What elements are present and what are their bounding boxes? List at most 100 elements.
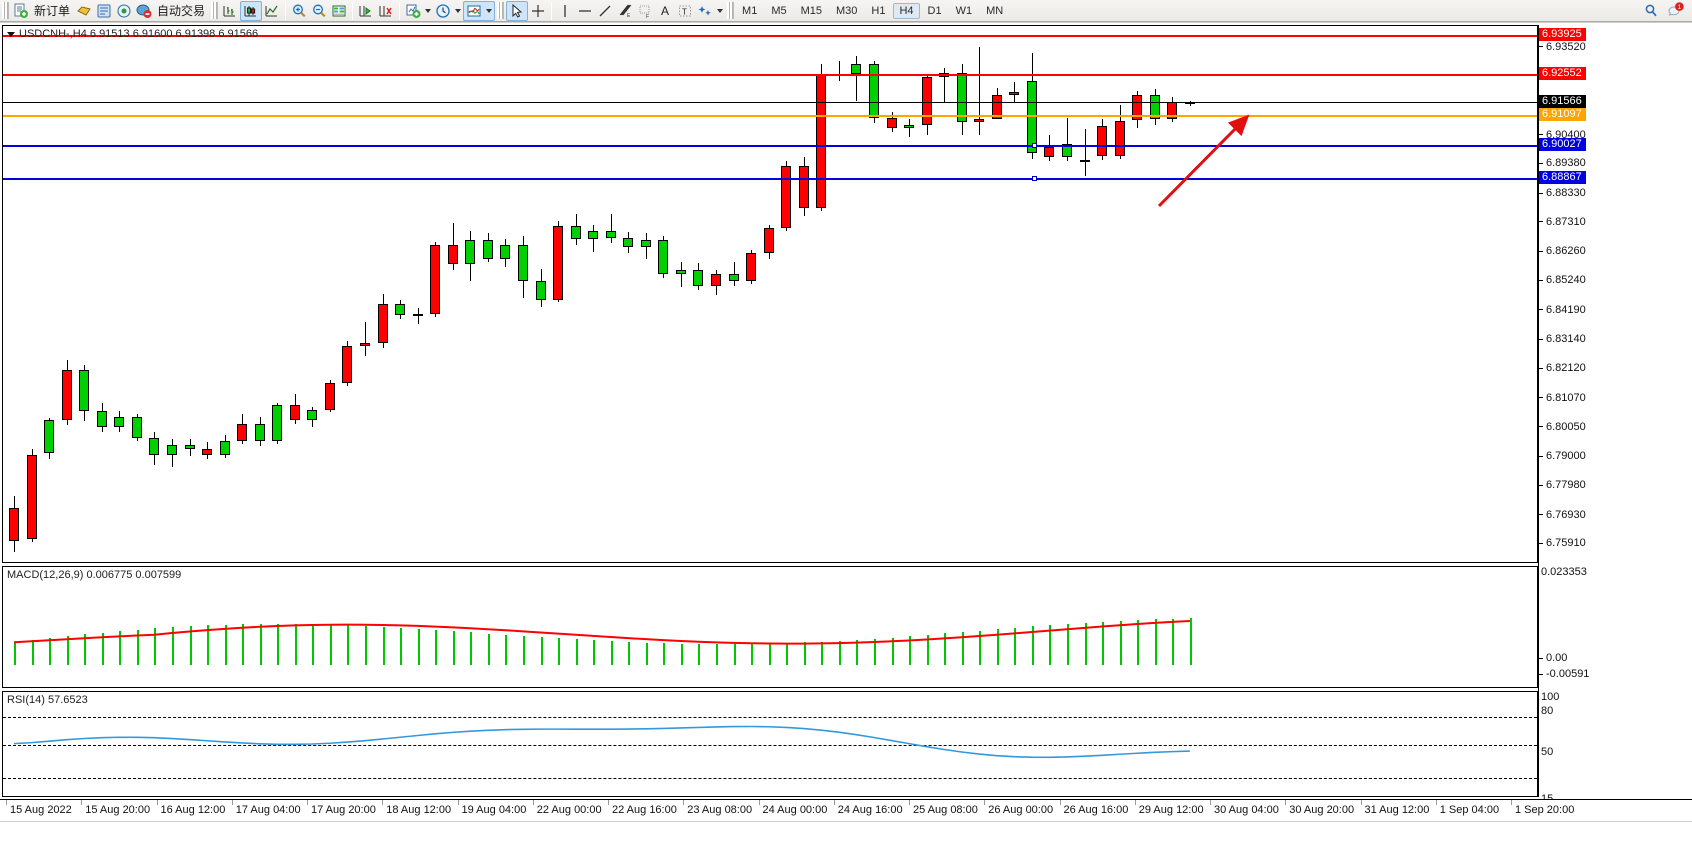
candlestick-chart-button[interactable] [240, 0, 263, 21]
text-button[interactable]: A [655, 1, 675, 21]
symbol-ohlc-text: USDCNH-,H4 6.91513 6.91600 6.91398 6.915… [19, 28, 259, 40]
price-level-support-1[interactable] [3, 145, 1537, 148]
crosshair-button[interactable] [528, 1, 548, 21]
price-tick: 6.89380 [1539, 157, 1586, 169]
price-level-support-2[interactable] [3, 177, 1537, 180]
timeframe-m30[interactable]: M30 [836, 4, 858, 17]
auto-trading-button[interactable]: 自动交易 [134, 1, 209, 21]
candle-body [1114, 120, 1125, 156]
macd-histogram-bar [329, 624, 332, 665]
label-button[interactable]: T [675, 1, 695, 21]
vertical-line-button[interactable] [555, 1, 575, 21]
new-chart-button[interactable] [403, 1, 433, 21]
zoom-in-button[interactable] [289, 1, 309, 21]
price-tag-support[interactable]: 6.88867 [1539, 170, 1586, 184]
rsi-panel[interactable]: RSI(14) 57.6523 [2, 691, 1538, 797]
line-chart-icon [265, 5, 278, 16]
expert-advisors-button[interactable] [74, 1, 94, 21]
notifications-button[interactable]: 1 [1665, 1, 1686, 21]
data-grid-button[interactable] [329, 1, 349, 21]
macd-panel[interactable]: MACD(12,26,9) 0.006775 0.007599 [2, 566, 1538, 688]
timeframe-w1[interactable]: W1 [955, 4, 973, 17]
candle-wick [856, 55, 858, 101]
chart-area: USDCNH-,H4 6.91513 6.91600 6.91398 6.915… [0, 22, 1692, 868]
bullish-trend-arrow[interactable] [3, 26, 1537, 562]
auto-trading-label: 自动交易 [157, 4, 206, 18]
time-label: 1 Sep 20:00 [1515, 804, 1575, 816]
rsi-tick: 50 [1541, 746, 1554, 758]
trendline-button[interactable] [595, 1, 615, 21]
price-level-bid[interactable] [3, 101, 1537, 103]
objects-button[interactable] [695, 1, 725, 21]
toolbar-grip-3[interactable] [497, 2, 505, 19]
fibonacci-button[interactable]: E [615, 1, 635, 21]
chart-shift-button[interactable] [356, 1, 376, 21]
time-label: 24 Aug 00:00 [762, 804, 828, 816]
price-level-resistance-2[interactable] [3, 73, 1537, 76]
zoom-out-button[interactable] [309, 1, 329, 21]
time-axis[interactable]: 15 Aug 2022 15 Aug 20:00 16 Aug 12:00 17 Au… [0, 799, 1692, 821]
new-order-icon [14, 3, 28, 18]
bar-chart-button[interactable] [220, 1, 240, 21]
timeframe-h4[interactable]: H4 [893, 2, 920, 19]
data-window-button[interactable] [94, 1, 114, 21]
line-chart-button[interactable] [262, 1, 282, 21]
auto-scroll-button[interactable] [376, 1, 396, 21]
indicators-button[interactable] [463, 0, 496, 21]
timeframe-m5[interactable]: M5 [771, 4, 787, 17]
timeframe-d1[interactable]: D1 [927, 4, 942, 17]
macd-histogram-bar [540, 637, 543, 665]
channel-button[interactable]: F [635, 1, 655, 21]
search-button[interactable] [1641, 1, 1661, 21]
macd-histogram-bar [101, 632, 104, 665]
macd-histogram-bar [803, 642, 806, 665]
macd-histogram-bar [207, 625, 210, 665]
chevron-down-icon[interactable] [425, 8, 432, 13]
level-handle[interactable] [1032, 175, 1037, 181]
timeframe-mn[interactable]: MN [986, 4, 1004, 17]
navigator-button[interactable] [114, 1, 134, 21]
price-chart-panel[interactable]: USDCNH-,H4 6.91513 6.91600 6.91398 6.915… [2, 25, 1538, 563]
macd-histogram-bar [838, 640, 841, 665]
toolbar-grip[interactable] [2, 2, 9, 19]
notifications-icon: 1 [1668, 2, 1684, 16]
toolbar-grip-4[interactable] [727, 2, 735, 19]
macd-histogram-bar [435, 630, 438, 665]
candle-body [886, 117, 897, 128]
period-button[interactable] [433, 1, 463, 21]
timeframe-m15[interactable]: M15 [800, 4, 822, 17]
cursor-icon [512, 3, 523, 18]
candle-body [114, 416, 125, 427]
timeframe-h1[interactable]: H1 [871, 4, 886, 17]
price-plot[interactable] [3, 26, 1537, 562]
price-tick: 6.88330 [1539, 187, 1586, 199]
price-tag-pivot[interactable]: 6.91097 [1539, 107, 1586, 121]
chevron-down-icon-4[interactable] [717, 8, 724, 13]
price-tag-resistance[interactable]: 6.93925 [1539, 28, 1586, 42]
macd-plot[interactable] [3, 567, 1537, 687]
collapse-triangle-icon[interactable] [7, 31, 15, 37]
chevron-down-icon-2[interactable] [455, 8, 462, 13]
macd-histogram-bar [294, 624, 297, 665]
rsi-level-15 [3, 777, 1537, 779]
price-tag-bid[interactable]: 6.91566 [1539, 94, 1586, 108]
toolbar-grip-2[interactable] [211, 2, 219, 19]
rsi-plot[interactable] [3, 692, 1537, 796]
price-level-resistance-1[interactable] [3, 35, 1537, 38]
time-tick [81, 800, 83, 805]
price-tick: 6.80050 [1539, 421, 1586, 433]
price-level-pivot[interactable] [3, 114, 1537, 117]
price-tag-resistance[interactable]: 6.92552 [1539, 66, 1586, 80]
chevron-down-icon-3[interactable] [486, 8, 493, 13]
horizontal-line-button[interactable] [575, 1, 595, 21]
macd-histogram-bar [171, 627, 174, 665]
timeframe-m1[interactable]: M1 [742, 4, 758, 17]
candle-body [605, 230, 616, 238]
level-handle[interactable] [1032, 143, 1037, 149]
macd-histogram-bar [452, 631, 455, 665]
new-order-button[interactable]: 新订单 [11, 1, 74, 21]
price-tag-support[interactable]: 6.90027 [1539, 138, 1586, 152]
cursor-button[interactable] [506, 0, 529, 21]
candle-body [131, 416, 142, 438]
price-scale[interactable]: 6.93520 6.90400 6.89380 6.88330 6.87310 6.862… [1538, 25, 1690, 815]
